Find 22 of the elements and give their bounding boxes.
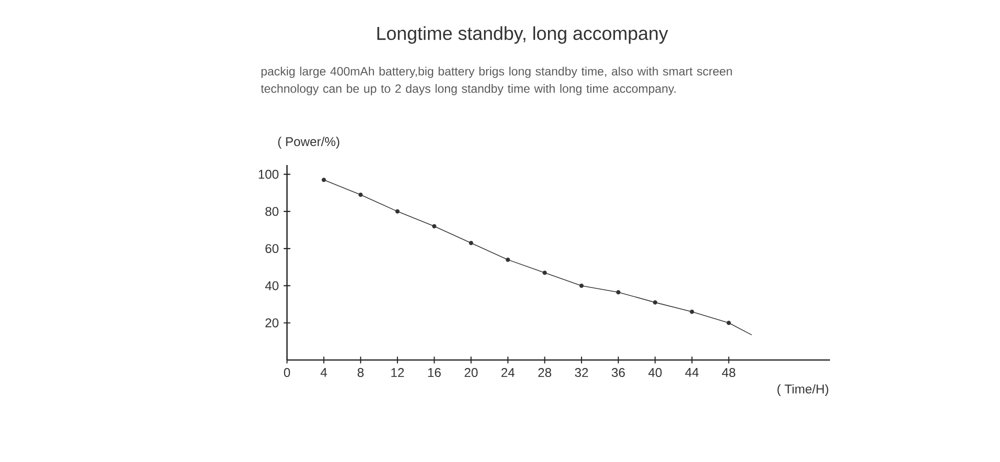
x-tick-label: 20 xyxy=(464,368,478,378)
y-tick-label: 100 xyxy=(258,170,278,179)
x-tick-label: 32 xyxy=(574,368,588,378)
x-tick-label: 12 xyxy=(391,368,404,377)
x-axis-title: ( Time/H) xyxy=(777,384,828,396)
y-tick-label: 40 xyxy=(265,281,278,290)
x-tick-label: 48 xyxy=(722,368,736,378)
x-tick-label: 0 xyxy=(284,368,290,378)
x-tick-label: 36 xyxy=(612,368,625,378)
x-tick-label: 8 xyxy=(358,368,364,378)
x-tick-label: 4 xyxy=(320,368,327,377)
y-axis-title: ( Power/%) xyxy=(278,136,340,149)
x-tick-label: 16 xyxy=(428,368,441,378)
chart-subtitle: packig large 400mAh battery,big battery brigs long standby time, also with smart screen technology can be up to 2 days long standby time with long time accompany. xyxy=(260,66,732,96)
y-tick-label: 20 xyxy=(266,318,278,328)
x-tick-label: 24 xyxy=(501,368,515,377)
x-tick-label: 44 xyxy=(685,368,699,377)
y-tick-label: 80 xyxy=(265,206,278,216)
y-tick-label: 60 xyxy=(266,244,278,254)
x-tick-label: 28 xyxy=(538,368,552,378)
x-tick-label: 40 xyxy=(648,368,662,378)
chart-title: Longtime standby, long accompany xyxy=(377,26,668,44)
